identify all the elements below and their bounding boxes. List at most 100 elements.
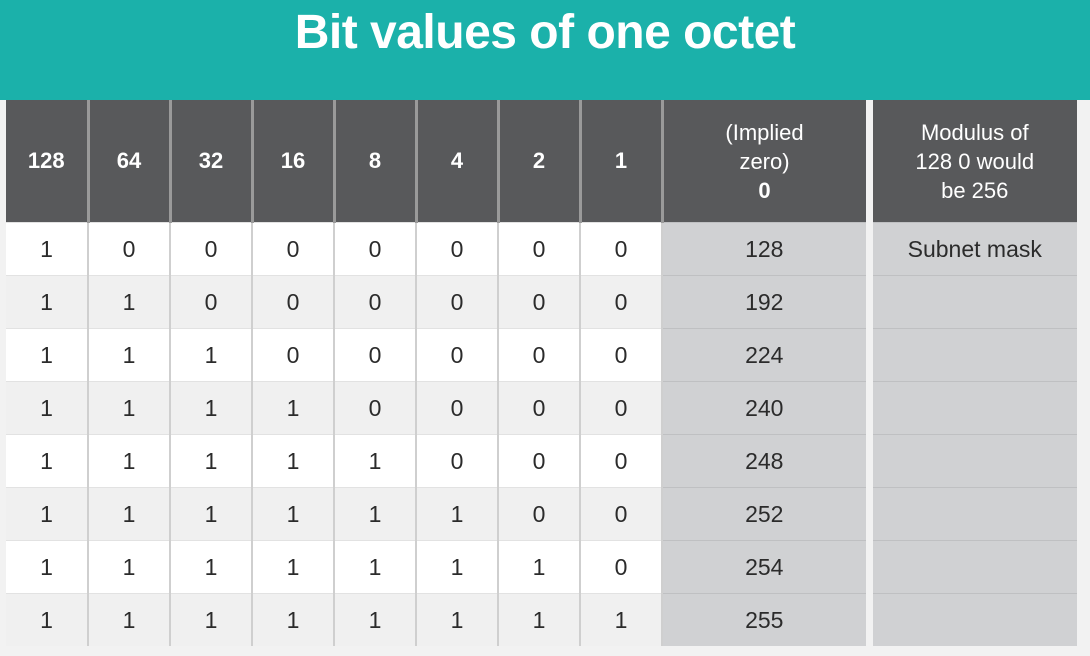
bit-cell: 1: [169, 434, 252, 488]
bit-cell: 1: [6, 222, 88, 276]
bit-cell: 1: [333, 487, 416, 541]
bit-cell: 0: [415, 381, 498, 435]
table-row: 1 1 0 0 0 0 0 0 192: [6, 275, 1077, 329]
bit-cell: 0: [251, 222, 334, 276]
bit-cell: 0: [579, 434, 662, 488]
bit-cell: 0: [497, 275, 580, 329]
bit-cell: 0: [333, 275, 416, 329]
bit-header-16: 16: [250, 100, 334, 223]
bit-header-4: 4: [414, 100, 498, 223]
bit-cell: 0: [497, 487, 580, 541]
implied-zero-line-3: 0: [758, 177, 771, 203]
bit-cell: 1: [169, 381, 252, 435]
bit-cell: 0: [333, 328, 416, 382]
bit-cell: 1: [6, 593, 88, 646]
octet-value-cell: 128: [661, 222, 869, 276]
note-cell: [865, 381, 1077, 435]
bit-cell: 0: [169, 275, 252, 329]
bit-cell: 1: [169, 328, 252, 382]
bit-cell: 1: [251, 593, 334, 646]
bit-cell: 0: [497, 434, 580, 488]
bit-cell: 1: [333, 593, 416, 646]
note-cell: [865, 434, 1077, 488]
bit-cell: 0: [169, 222, 252, 276]
bit-cell: 1: [87, 540, 170, 594]
bit-cell: 1: [87, 275, 170, 329]
modulus-header: Modulus of 128 0 would be 256: [865, 100, 1077, 223]
bit-cell: 1: [6, 487, 88, 541]
bit-cell: 0: [497, 328, 580, 382]
bit-cell: 1: [497, 540, 580, 594]
bit-cell: 0: [333, 381, 416, 435]
implied-zero-line-2: zero): [739, 148, 790, 174]
bit-cell: 1: [251, 434, 334, 488]
bit-cell: 1: [333, 540, 416, 594]
note-cell: [865, 328, 1077, 382]
bit-cell: 1: [251, 540, 334, 594]
octet-value-cell: 192: [661, 275, 869, 329]
note-cell: [865, 487, 1077, 541]
header-row: 128 64 32 16 8 4 2 1 (Implied zero) 0 Mo…: [6, 100, 1077, 223]
bit-cell: 0: [415, 328, 498, 382]
bit-cell: 1: [169, 593, 252, 646]
bit-cell: 1: [251, 487, 334, 541]
bit-cell: 0: [579, 275, 662, 329]
bit-cell: 1: [6, 381, 88, 435]
table-row: 1 1 1 0 0 0 0 0 224: [6, 328, 1077, 382]
octet-value-cell: 248: [661, 434, 869, 488]
bit-cell: 1: [333, 434, 416, 488]
bit-cell: 1: [415, 593, 498, 646]
bit-cell: 1: [6, 434, 88, 488]
bit-cell: 1: [169, 487, 252, 541]
bit-header-128: 128: [6, 100, 88, 223]
page-title: Bit values of one octet: [294, 6, 796, 59]
bit-cell: 1: [6, 540, 88, 594]
bit-header-32: 32: [168, 100, 252, 223]
bit-cell: 0: [497, 381, 580, 435]
table-row: 1 1 1 1 1 1 1 0 254: [6, 540, 1077, 594]
bit-cell: 0: [579, 222, 662, 276]
modulus-line-2: 128 0 would: [915, 148, 1035, 174]
bit-cell: 1: [415, 540, 498, 594]
bit-header-1: 1: [578, 100, 662, 223]
modulus-line-1: Modulus of: [920, 119, 1029, 145]
bit-cell: 0: [415, 222, 498, 276]
bit-cell: 1: [6, 275, 88, 329]
bit-cell: 0: [579, 328, 662, 382]
bit-cell: 1: [169, 540, 252, 594]
bit-cell: 1: [87, 328, 170, 382]
title-banner: Bit values of one octet: [0, 0, 1090, 100]
bit-cell: 1: [579, 593, 662, 646]
bit-cell: 1: [415, 487, 498, 541]
bit-cell: 1: [251, 381, 334, 435]
bit-cell: 1: [87, 434, 170, 488]
octet-value-cell: 254: [661, 540, 869, 594]
table-row: 1 1 1 1 1 1 1 1 255: [6, 593, 1077, 646]
bit-header-8: 8: [332, 100, 416, 223]
bit-header-64: 64: [86, 100, 170, 223]
bit-cell: 0: [415, 434, 498, 488]
octet-table: 128 64 32 16 8 4 2 1 (Implied zero) 0 Mo…: [6, 100, 1077, 646]
octet-value-cell: 224: [661, 328, 869, 382]
octet-value-cell: 252: [661, 487, 869, 541]
bit-cell: 0: [579, 487, 662, 541]
table-row: 1 1 1 1 0 0 0 0 240: [6, 381, 1077, 435]
octet-value-cell: 255: [661, 593, 869, 646]
bit-cell: 0: [251, 275, 334, 329]
bit-cell: 1: [6, 328, 88, 382]
bit-cell: 1: [497, 593, 580, 646]
note-cell: Subnet mask: [865, 222, 1077, 276]
bit-cell: 0: [497, 222, 580, 276]
bit-cell: 0: [579, 540, 662, 594]
table-row: 1 1 1 1 1 0 0 0 248: [6, 434, 1077, 488]
table-row: 1 0 0 0 0 0 0 0 128 Subnet mask: [6, 222, 1077, 276]
table-row: 1 1 1 1 1 1 0 0 252: [6, 487, 1077, 541]
bit-cell: 1: [87, 487, 170, 541]
bit-cell: 1: [87, 381, 170, 435]
implied-zero-line-1: (Implied: [725, 119, 804, 145]
implied-zero-header: (Implied zero) 0: [660, 100, 869, 223]
bit-cell: 0: [579, 381, 662, 435]
note-cell: [865, 275, 1077, 329]
note-cell: [865, 593, 1077, 646]
modulus-line-3: be 256: [941, 177, 1009, 203]
